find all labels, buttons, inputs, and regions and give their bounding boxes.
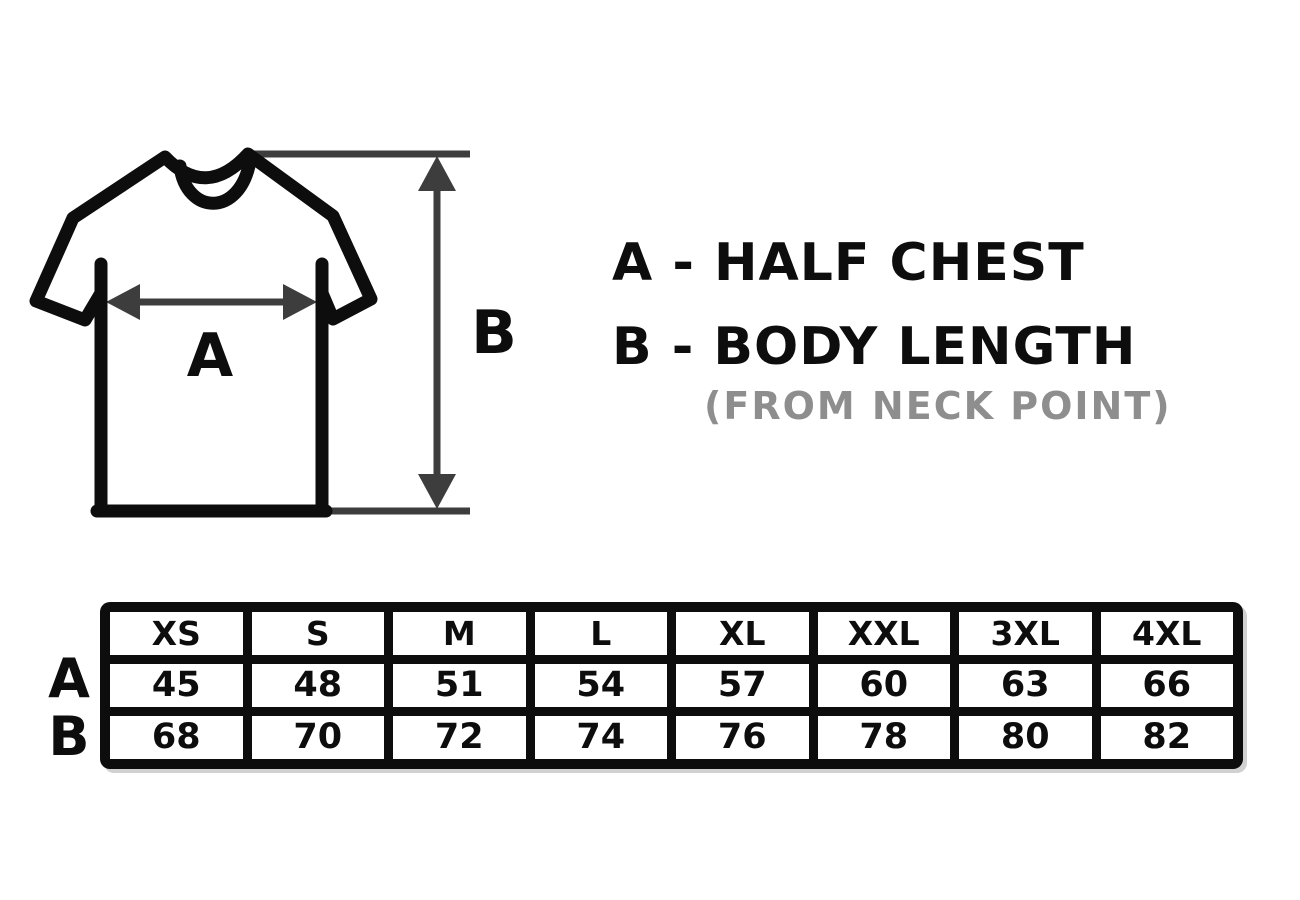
arrow-down-head-icon bbox=[418, 474, 456, 509]
body-length-value-xl: 76 bbox=[676, 716, 809, 759]
diagram-half-chest-letter: A bbox=[187, 321, 234, 391]
size-header-3xl: 3XL bbox=[959, 612, 1092, 655]
body-length-value-m: 72 bbox=[393, 716, 526, 759]
half-chest-value-3xl: 63 bbox=[959, 664, 1092, 707]
body-length-value-xs: 68 bbox=[110, 716, 243, 759]
half-chest-value-m: 51 bbox=[393, 664, 526, 707]
tshirt-silhouette bbox=[29, 147, 378, 327]
body-length-value-4xl: 82 bbox=[1100, 716, 1233, 759]
half-chest-value-xs: 45 bbox=[110, 664, 243, 707]
tshirt-collar bbox=[173, 154, 257, 210]
size-header-4xl: 4XL bbox=[1100, 612, 1233, 655]
size-header-l: L bbox=[534, 612, 667, 655]
half-chest-value-xxl: 60 bbox=[817, 664, 950, 707]
legend-half-chest: A - HALF CHEST bbox=[612, 233, 1085, 293]
arrow-right-head-icon bbox=[283, 284, 317, 320]
tshirt-measurement-diagram: A B bbox=[29, 147, 517, 518]
half-chest-value-l: 54 bbox=[534, 664, 667, 707]
table-row-label-half-chest: A bbox=[48, 647, 90, 710]
body-length-value-3xl: 80 bbox=[959, 716, 1092, 759]
size-header-s: S bbox=[251, 612, 384, 655]
half-chest-value-s: 48 bbox=[251, 664, 384, 707]
diagram-body-length-letter: B bbox=[471, 298, 517, 368]
size-header-xl: XL bbox=[676, 612, 809, 655]
body-length-value-xxl: 78 bbox=[817, 716, 950, 759]
half-chest-value-xl: 57 bbox=[676, 664, 809, 707]
size-header-xs: XS bbox=[110, 612, 243, 655]
body-length-arrow-icon bbox=[418, 156, 456, 509]
legend-body-length: B - BODY LENGTH bbox=[612, 317, 1137, 377]
half-chest-value-4xl: 66 bbox=[1100, 664, 1233, 707]
arrow-up-head-icon bbox=[418, 156, 456, 191]
size-table: XS S M L XL XXL 3XL 4XL 45 48 51 54 57 6… bbox=[100, 602, 1243, 769]
half-chest-arrow-icon bbox=[106, 284, 317, 320]
table-row-label-body-length: B bbox=[48, 705, 90, 768]
size-header-m: M bbox=[393, 612, 526, 655]
body-length-value-s: 70 bbox=[251, 716, 384, 759]
tshirt-icon bbox=[29, 147, 378, 518]
arrow-left-head-icon bbox=[106, 284, 140, 320]
legend-body-length-note: (FROM NECK POINT) bbox=[704, 384, 1172, 428]
size-header-xxl: XXL bbox=[817, 612, 950, 655]
body-length-value-l: 74 bbox=[534, 716, 667, 759]
